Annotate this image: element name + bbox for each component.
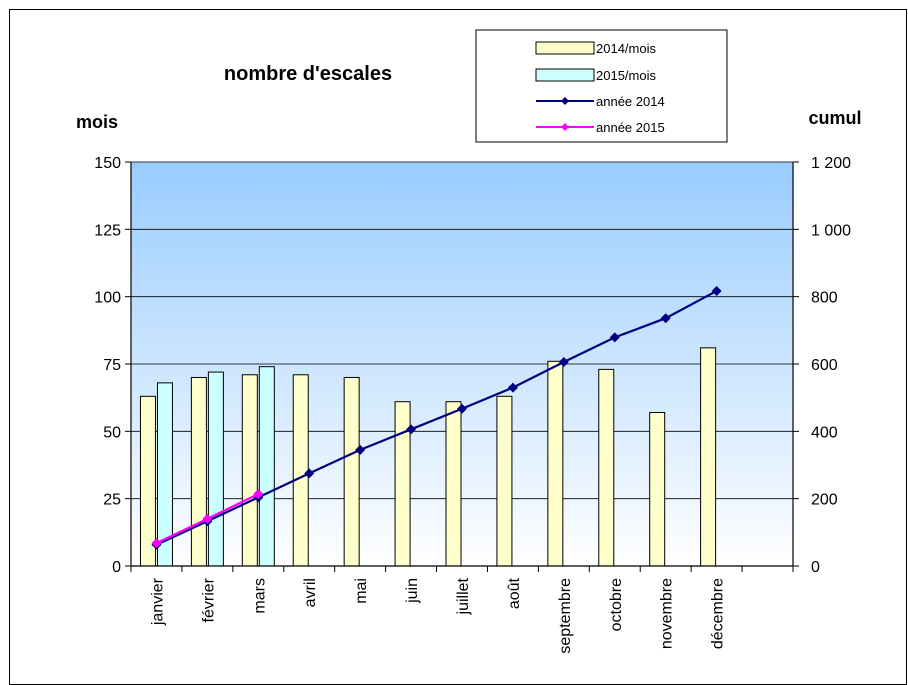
point-annee-2014: [457, 403, 467, 414]
point-annee-2014: [711, 285, 722, 296]
point-annee-2015: [151, 538, 162, 549]
x-category-label: avril: [302, 578, 319, 607]
x-category-label: novembre: [659, 578, 676, 649]
y-tick-label: 0: [112, 559, 121, 576]
bar-2014: [700, 347, 717, 567]
bar-2014: [190, 376, 207, 567]
point-annee-2014: [355, 444, 366, 455]
y2-tick-label: 400: [811, 424, 838, 441]
y2-tick-label: 200: [811, 492, 838, 509]
legend-label-annee-2015: année 2015: [596, 120, 665, 135]
point-annee-2015: [253, 488, 264, 499]
bar-2014: [649, 411, 666, 567]
chart-title: nombre d'escales: [224, 63, 392, 85]
legend-marker-2015: [561, 123, 569, 131]
bar-2014: [496, 395, 513, 567]
bar-2014: [445, 401, 462, 567]
legend-label-2014-mois: 2014/mois: [596, 41, 656, 56]
x-category-label: décembre: [710, 578, 727, 649]
y-tick-label: 25: [103, 492, 121, 509]
bar-2014: [241, 374, 258, 567]
point-annee-2014: [660, 313, 671, 324]
legend-label-annee-2014: année 2014: [596, 94, 665, 109]
x-category-label: février: [200, 577, 217, 622]
y-tick-label: 75: [103, 357, 121, 374]
x-category-label: octobre: [608, 578, 625, 631]
line-annee-2014: [155, 289, 718, 546]
bar-2015: [207, 371, 224, 567]
y-tick-label: 150: [94, 155, 121, 172]
bar-2014: [292, 374, 309, 567]
y2-tick-label: 600: [811, 357, 838, 374]
y2-axis-title: cumul: [808, 108, 861, 128]
legend-swatch-2014-mois: [535, 41, 595, 55]
y2-tick-label: 1 200: [811, 155, 851, 172]
bar-2014: [547, 360, 564, 567]
legend-swatch-2015-mois: [535, 68, 595, 82]
x-category-label: mars: [251, 578, 268, 614]
x-category-label: juin: [404, 578, 421, 604]
x-category-label: mai: [353, 578, 370, 604]
point-annee-2014: [558, 356, 569, 367]
y2-tick-label: 1 000: [811, 222, 851, 239]
point-annee-2014: [406, 424, 417, 435]
point-annee-2015: [202, 513, 213, 524]
y-tick-label: 50: [103, 424, 121, 441]
point-annee-2014: [507, 382, 518, 393]
y-tick-label: 100: [94, 290, 121, 307]
y-axis-title: mois: [76, 112, 118, 132]
point-annee-2014: [609, 332, 620, 343]
legend-label-2015-mois: 2015/mois: [596, 68, 656, 83]
x-category-label: août: [506, 577, 523, 609]
x-category-label: juillet: [455, 577, 472, 615]
bar-2014: [343, 376, 360, 567]
bar-2014: [394, 401, 411, 567]
legend-marker-2014: [561, 97, 569, 105]
legend: 2014/mois 2015/mois année 2014 année 201…: [475, 29, 728, 143]
y2-tick-label: 800: [811, 290, 838, 307]
y-tick-label: 125: [94, 222, 121, 239]
bar-2015: [258, 366, 275, 567]
y2-tick-label: 0: [811, 559, 820, 576]
bar-2014: [139, 395, 156, 567]
x-category-label: janvier: [149, 577, 166, 626]
bar-2014: [598, 368, 615, 567]
point-annee-2014: [304, 468, 315, 479]
x-category-label: septembre: [557, 578, 574, 654]
